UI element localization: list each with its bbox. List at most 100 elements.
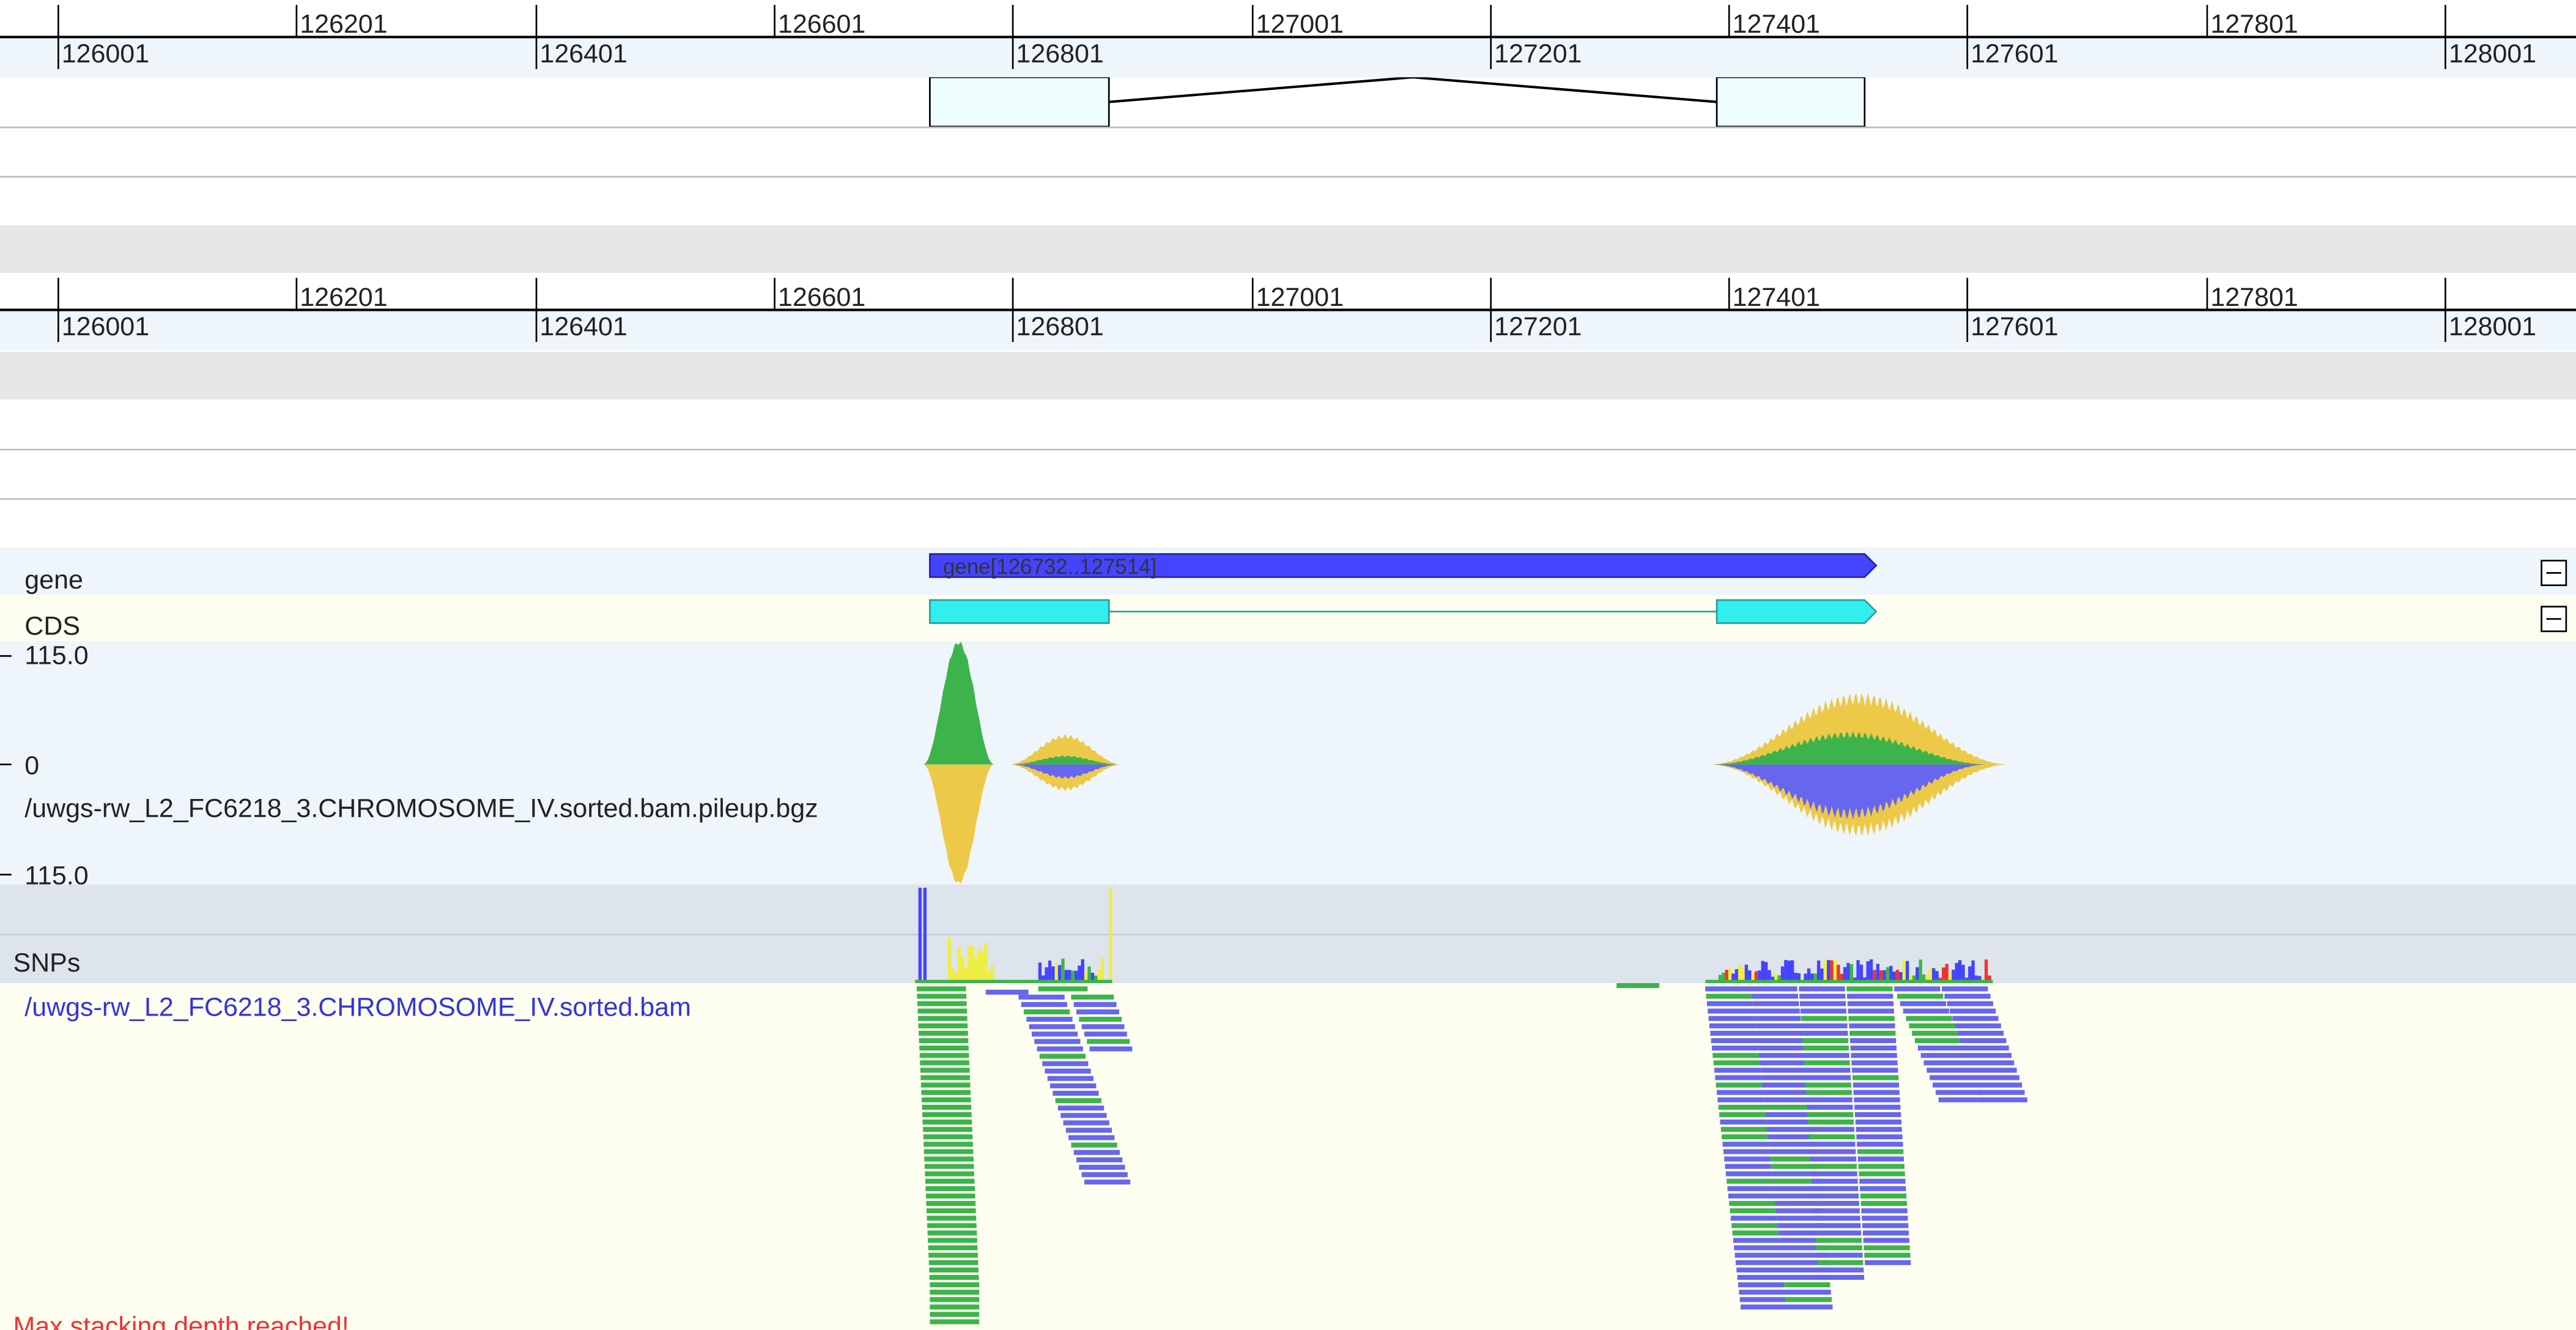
snp-bar (1090, 973, 1095, 983)
rulers: 126201 126601 127001 127401 127801 126001 1264… (0, 5, 2576, 351)
ruler-label: 127801 (2210, 283, 2298, 312)
snp-bar (1837, 965, 1840, 983)
read (916, 986, 966, 992)
ruler-label: 126801 (1016, 39, 1103, 69)
exon-box[interactable] (1715, 76, 1866, 128)
read (1923, 1060, 1970, 1066)
read (924, 1164, 974, 1169)
read (1799, 986, 1845, 992)
read (1783, 1274, 1830, 1280)
snp-bar (1761, 960, 1765, 983)
read (1777, 1223, 1824, 1228)
snp-bar (1094, 975, 1098, 983)
snp-bar (1899, 971, 1903, 983)
track-label: gene (24, 565, 83, 595)
read (1774, 1193, 1821, 1199)
read (1073, 1150, 1120, 1155)
snp-bar (1068, 970, 1071, 983)
read (1759, 1060, 1806, 1066)
cds-feature[interactable] (1715, 599, 1878, 624)
snp-bar (1866, 961, 1870, 983)
read (1087, 1039, 1130, 1044)
read (1710, 1030, 1756, 1036)
read (1909, 1023, 1955, 1028)
read (917, 1008, 968, 1014)
snp-bar (974, 956, 978, 983)
cds-feature[interactable] (929, 599, 1110, 624)
snp-bar (977, 949, 981, 983)
read (1817, 1260, 1864, 1265)
read (1857, 1156, 1904, 1162)
read (1859, 1171, 1905, 1176)
cds-track (0, 595, 2576, 642)
read (1812, 1186, 1859, 1191)
ruler-label: 128001 (2449, 39, 2536, 69)
read-stack (916, 983, 2027, 1324)
read (925, 1193, 975, 1199)
snp-bar (1051, 966, 1055, 983)
read (1718, 1104, 1765, 1110)
read (1862, 1216, 1908, 1221)
read (1963, 1046, 2009, 1051)
gene-feature[interactable] (929, 553, 1878, 578)
ruler-label: 127401 (1733, 283, 1820, 312)
read (929, 1274, 979, 1280)
snp-bar (1873, 970, 1876, 983)
snp-bar (1846, 963, 1850, 983)
read (1971, 1068, 2017, 1073)
read (1758, 1046, 1804, 1051)
read (1050, 1083, 1097, 1088)
read (1915, 1038, 1961, 1044)
snp-bar (951, 968, 955, 983)
read (923, 1127, 972, 1132)
snp-bar (1827, 960, 1830, 983)
read (1712, 1053, 1759, 1058)
snp-bar (1057, 965, 1062, 983)
snp-bar (1833, 959, 1837, 983)
read (1084, 1031, 1127, 1037)
ruler-label: 127601 (1971, 39, 2058, 69)
exon-box[interactable] (929, 76, 1110, 128)
coverage-lower (1712, 764, 1988, 820)
read (1730, 1216, 1777, 1221)
read (918, 1023, 968, 1028)
read (1777, 1216, 1823, 1221)
snp-bar (1078, 965, 1081, 983)
read (1706, 994, 1752, 999)
read (1804, 1068, 1851, 1073)
read (1766, 1120, 1812, 1125)
read (1731, 1223, 1778, 1228)
snp-bar (1988, 975, 1991, 983)
track-label: SNPs (13, 948, 80, 978)
snp-bar (1087, 966, 1091, 983)
coverage-plot (923, 642, 2010, 884)
snp-bar (1974, 975, 1978, 983)
read (1804, 1060, 1850, 1066)
read (1018, 994, 1065, 1000)
read (919, 1030, 968, 1036)
read (1755, 1023, 1802, 1028)
snp-bar (1978, 976, 1982, 983)
read (1856, 1127, 1902, 1132)
read (1815, 1238, 1862, 1243)
read (1055, 1098, 1101, 1104)
read (1814, 1216, 1860, 1221)
read (1053, 1091, 1099, 1096)
snp-bar (918, 888, 922, 983)
snp-bar (961, 957, 964, 983)
snp-bar (1942, 967, 1945, 983)
coverage-upper (1012, 756, 1119, 765)
read (1852, 1075, 1899, 1080)
warning-label: Max stacking depth reached! (13, 1312, 349, 1330)
read (1715, 1075, 1761, 1080)
read (1780, 1252, 1827, 1258)
read (1847, 1001, 1894, 1006)
read (927, 1230, 977, 1236)
read (1065, 1128, 1112, 1133)
read (1786, 1304, 1833, 1310)
read (1068, 1135, 1115, 1140)
coverage-lower (1009, 764, 1122, 791)
read (1060, 1113, 1107, 1118)
snp-bar (1748, 970, 1752, 983)
read (1801, 1016, 1847, 1021)
